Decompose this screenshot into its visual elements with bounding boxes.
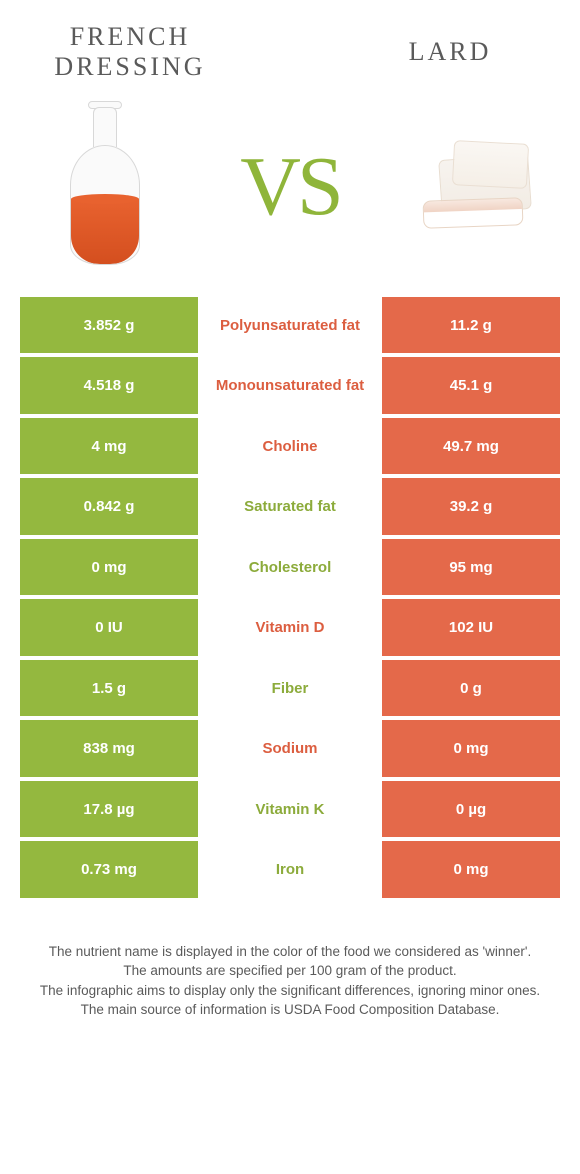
table-row: 0.842 gSaturated fat39.2 g — [20, 478, 560, 535]
table-row: 838 mgSodium0 mg — [20, 720, 560, 777]
table-row: 4.518 gMonounsaturated fat45.1 g — [20, 357, 560, 414]
right-value-cell: 0 g — [382, 660, 560, 717]
table-row: 3.852 gPolyunsaturated fat11.2 g — [20, 297, 560, 354]
right-food-image — [400, 97, 550, 277]
left-food-title: FRENCH DRESSING — [30, 22, 230, 82]
comparison-table: 3.852 gPolyunsaturated fat11.2 g4.518 gM… — [0, 297, 580, 898]
left-value-cell: 0.842 g — [20, 478, 198, 535]
right-value-cell: 11.2 g — [382, 297, 560, 354]
right-value-cell: 0 mg — [382, 841, 560, 898]
right-value-cell: 0 µg — [382, 781, 560, 838]
vs-label: VS — [240, 138, 339, 235]
right-value-cell: 45.1 g — [382, 357, 560, 414]
left-value-cell: 0 IU — [20, 599, 198, 656]
footer-line: The amounts are specified per 100 gram o… — [35, 961, 545, 981]
table-row: 0 IUVitamin D102 IU — [20, 599, 560, 656]
right-value-cell: 95 mg — [382, 539, 560, 596]
nutrient-label-cell: Vitamin D — [198, 599, 382, 656]
table-row: 17.8 µgVitamin K0 µg — [20, 781, 560, 838]
left-value-cell: 3.852 g — [20, 297, 198, 354]
nutrient-label-cell: Saturated fat — [198, 478, 382, 535]
footer-line: The infographic aims to display only the… — [35, 981, 545, 1001]
footer-line: The main source of information is USDA F… — [35, 1000, 545, 1020]
left-food-image — [30, 97, 180, 277]
nutrient-label-cell: Monounsaturated fat — [198, 357, 382, 414]
lard-icon — [405, 137, 545, 237]
left-value-cell: 4.518 g — [20, 357, 198, 414]
left-value-cell: 838 mg — [20, 720, 198, 777]
table-row: 1.5 gFiber0 g — [20, 660, 560, 717]
right-value-cell: 39.2 g — [382, 478, 560, 535]
left-value-cell: 1.5 g — [20, 660, 198, 717]
table-row: 4 mgCholine49.7 mg — [20, 418, 560, 475]
footer-line: The nutrient name is displayed in the co… — [35, 942, 545, 962]
right-value-cell: 0 mg — [382, 720, 560, 777]
nutrient-label-cell: Cholesterol — [198, 539, 382, 596]
right-value-cell: 49.7 mg — [382, 418, 560, 475]
footer-notes: The nutrient name is displayed in the co… — [0, 902, 580, 1020]
dressing-bottle-icon — [70, 107, 140, 267]
header: FRENCH DRESSING LARD — [0, 0, 580, 82]
right-value-cell: 102 IU — [382, 599, 560, 656]
left-value-cell: 4 mg — [20, 418, 198, 475]
table-row: 0.73 mgIron0 mg — [20, 841, 560, 898]
left-value-cell: 17.8 µg — [20, 781, 198, 838]
right-food-title: LARD — [350, 37, 550, 67]
nutrient-label-cell: Polyunsaturated fat — [198, 297, 382, 354]
nutrient-label-cell: Fiber — [198, 660, 382, 717]
nutrient-label-cell: Sodium — [198, 720, 382, 777]
table-row: 0 mgCholesterol95 mg — [20, 539, 560, 596]
left-value-cell: 0 mg — [20, 539, 198, 596]
left-value-cell: 0.73 mg — [20, 841, 198, 898]
nutrient-label-cell: Choline — [198, 418, 382, 475]
nutrient-label-cell: Vitamin K — [198, 781, 382, 838]
nutrient-label-cell: Iron — [198, 841, 382, 898]
images-row: VS — [0, 82, 580, 297]
